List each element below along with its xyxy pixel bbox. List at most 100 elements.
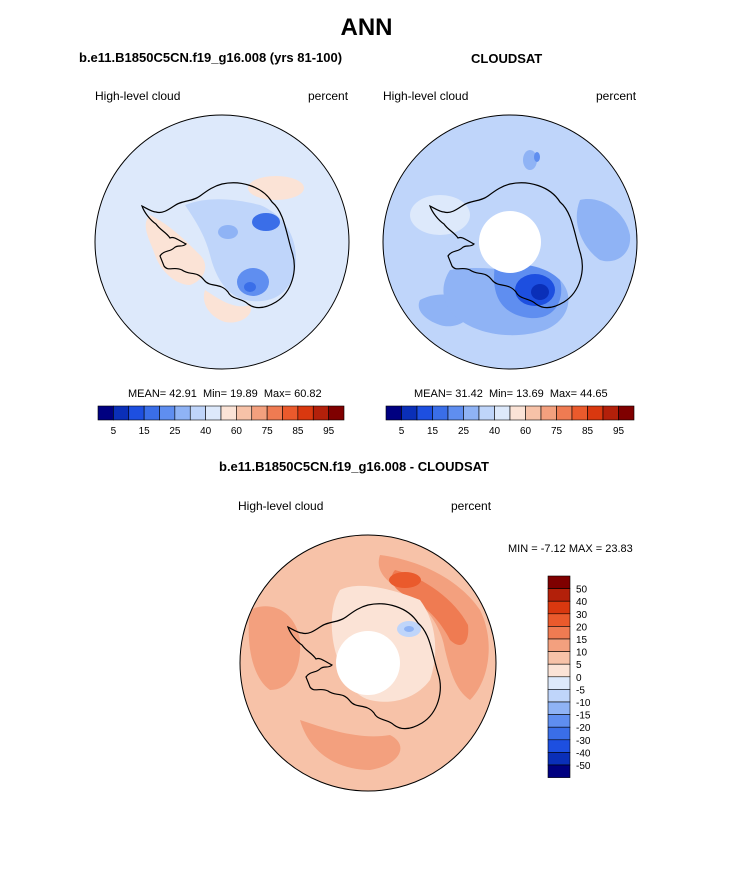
model-max-value: 60.82 — [294, 388, 322, 400]
model-colorbar-box — [328, 405, 345, 421]
model-colorbar-box — [97, 405, 114, 421]
diff-max-label: MAX = — [568, 543, 603, 555]
model-polar-map — [94, 114, 350, 370]
diff-colorbar-box — [547, 676, 571, 690]
obs-colorbar-box — [509, 405, 526, 421]
model-units-label: percent — [308, 89, 349, 103]
obs-colorbar-label: 95 — [613, 426, 625, 437]
model-colorbar-box — [266, 405, 283, 421]
diff-colorbar-box — [547, 714, 571, 728]
diff-colorbar-label: 20 — [576, 622, 588, 633]
diff-colorbar-box — [547, 739, 571, 753]
diff-stats: MIN = -7.12 MAX = 23.83 — [508, 543, 633, 555]
obs-colorbar-label: 5 — [399, 426, 405, 437]
diff-colorbar-box — [547, 701, 571, 715]
obs-colorbar-label: 40 — [489, 426, 501, 437]
obs-colorbar-box — [618, 405, 635, 421]
model-colorbar-label: 60 — [231, 426, 243, 437]
page-title: ANN — [340, 14, 393, 41]
diff-colorbar-label: -5 — [576, 685, 585, 696]
diff-colorbar-label: 50 — [576, 585, 588, 596]
obs-colorbar-box — [587, 405, 604, 421]
diff-colorbar-label: 0 — [576, 673, 582, 684]
model-colorbar-box — [128, 405, 145, 421]
diff-units-label: percent — [451, 499, 492, 513]
obs-min-value: 13.69 — [516, 388, 544, 400]
diff-polar-map — [239, 534, 497, 792]
model-colorbar-label: 25 — [169, 426, 181, 437]
model-panel-title: b.e11.B1850C5CN.f19_g16.008 (yrs 81-100) — [79, 50, 343, 65]
obs-colorbar-label: 25 — [458, 426, 470, 437]
model-colorbar-box — [236, 405, 253, 421]
obs-colorbar-label: 15 — [427, 426, 439, 437]
diff-colorbar-box — [547, 575, 571, 589]
obs-colorbar-box — [401, 405, 418, 421]
model-min-label: Min= — [202, 388, 228, 400]
model-max-label: Max= — [263, 388, 292, 400]
model-colorbar-box — [189, 405, 206, 421]
obs-colorbar-box — [463, 405, 480, 421]
obs-colorbar-label: 60 — [520, 426, 532, 437]
diff-colorbar-label: 5 — [576, 660, 582, 671]
model-min-value: 19.89 — [230, 388, 258, 400]
model-mean-label: MEAN= — [128, 388, 167, 400]
obs-colorbar: 5 15 25 40 60 75 85 95 — [385, 405, 635, 437]
model-colorbar-box — [113, 405, 130, 421]
obs-mean-label: MEAN= — [414, 388, 453, 400]
diff-min-label: MIN = — [508, 543, 538, 555]
model-colorbar-box — [220, 405, 237, 421]
model-colorbar-box — [159, 405, 176, 421]
model-colorbar-label: 40 — [200, 426, 212, 437]
obs-colorbar-box — [494, 405, 511, 421]
diff-colorbar-box — [547, 638, 571, 652]
diff-colorbar-box — [547, 600, 571, 615]
diff-colorbar-label: 40 — [576, 597, 588, 608]
obs-colorbar-box — [571, 405, 588, 421]
model-colorbar-box — [174, 405, 191, 421]
model-colorbar-box — [143, 405, 160, 421]
model-colorbar-label: 75 — [262, 426, 274, 437]
model-colorbar-box — [251, 405, 268, 421]
model-colorbar-box — [297, 405, 314, 421]
obs-colorbar-box — [525, 405, 542, 421]
model-colorbar-box — [312, 405, 329, 421]
obs-colorbar-box — [447, 405, 464, 421]
diff-colorbar-box — [547, 663, 571, 678]
obs-variable-label: High-level cloud — [383, 89, 469, 103]
diff-variable-label: High-level cloud — [238, 499, 324, 513]
obs-colorbar-label: 75 — [551, 426, 563, 437]
model-mean-value: 42.91 — [169, 388, 197, 400]
model-colorbar-label: 15 — [139, 426, 151, 437]
model-stats: MEAN= 42.91 Min= 19.89 Max= 60.82 — [128, 388, 322, 400]
obs-min-label: Min= — [488, 388, 514, 400]
obs-colorbar-box — [478, 405, 495, 421]
obs-max-label: Max= — [549, 388, 578, 400]
diff-colorbar-box — [547, 689, 571, 703]
obs-polar-map — [382, 114, 638, 370]
obs-colorbar-box — [602, 405, 619, 421]
model-colorbar-box — [282, 405, 299, 421]
diff-colorbar-label: -50 — [576, 761, 591, 772]
obs-colorbar-box — [416, 405, 433, 421]
diff-colorbar-label: 15 — [576, 635, 588, 646]
diff-colorbar-box — [547, 752, 571, 766]
diff-colorbar-label: -40 — [576, 748, 591, 759]
diff-colorbar-label: 10 — [576, 648, 588, 659]
obs-colorbar-box — [432, 405, 449, 421]
obs-stats: MEAN= 31.42 Min= 13.69 Max= 44.65 — [414, 388, 608, 400]
obs-units-label: percent — [596, 89, 637, 103]
diff-max-value: 23.83 — [605, 543, 633, 555]
model-colorbar-box — [205, 405, 222, 421]
diff-colorbar-label: -10 — [576, 698, 591, 709]
obs-colorbar-box — [540, 405, 557, 421]
model-variable-label: High-level cloud — [95, 89, 181, 103]
diff-colorbar-label: 30 — [576, 610, 588, 621]
obs-mean-value: 31.42 — [455, 388, 483, 400]
diff-colorbar-box — [547, 651, 571, 665]
model-colorbar-label: 95 — [323, 426, 335, 437]
diff-colorbar-box — [547, 613, 571, 627]
diff-colorbar-box — [547, 588, 571, 602]
obs-panel-title: CLOUDSAT — [471, 51, 543, 66]
